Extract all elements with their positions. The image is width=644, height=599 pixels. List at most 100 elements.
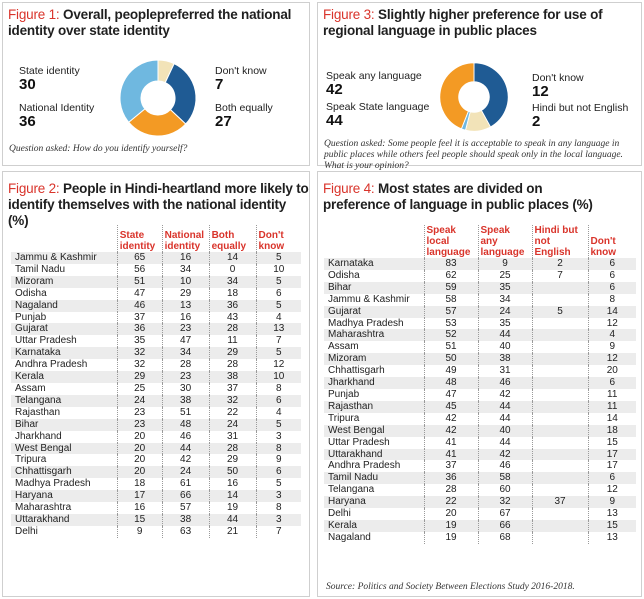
fig4-value-cell: 12 (587, 317, 636, 330)
fig4-state-cell: Chhattisgarh (328, 365, 385, 377)
fig2-state-cell: Uttarakhand (15, 513, 70, 525)
figure1-title: Figure 1: Overall, peoplepreferred the n… (8, 7, 291, 39)
fig4-value-cell: 32 (477, 496, 532, 509)
fig2-state-cell: Mizoram (15, 275, 54, 287)
fig2-value-cell: 3 (255, 490, 301, 503)
fig4-value-cell: 41 (423, 448, 478, 461)
figure4-header-col1: Speak local language (423, 225, 478, 258)
fig2-state-cell: Tamil Nadu (15, 263, 66, 275)
fig2-value-cell: 23 (116, 406, 163, 419)
fig4-state-cell: Telangana (328, 484, 375, 496)
fig2-table-row: West Bengal 20 44 28 8 (11, 442, 301, 455)
fig2-value-cell: 22 (208, 406, 257, 419)
fig4-value-cell (531, 519, 588, 532)
fig4-value-cell: 13 (587, 531, 636, 544)
fig2-state-cell: Odisha (15, 287, 47, 299)
fig2-table-row: Maharashtra 16 57 19 8 (11, 502, 301, 514)
fig4-value-cell (531, 353, 588, 366)
fig4-value-cell: 11 (587, 388, 636, 401)
fig3-value-dont-know: 12 (532, 83, 549, 100)
fig2-value-cell: 10 (161, 275, 210, 288)
fig2-value-cell: 23 (161, 371, 210, 383)
fig2-table-row: Chhattisgarh 20 24 50 6 (11, 466, 301, 479)
fig3-label-any: Speak any language (326, 70, 422, 82)
figure4-source: Source: Politics and Society Between Ele… (326, 582, 575, 592)
fig2-value-cell: 63 (161, 525, 210, 538)
fig2-value-cell: 51 (161, 406, 210, 419)
fig2-value-cell: 46 (116, 299, 163, 312)
fig2-value-cell: 18 (208, 287, 257, 300)
fig2-value-cell: 13 (161, 299, 210, 312)
fig4-value-cell: 41 (423, 436, 478, 449)
fig2-state-cell: Haryana (15, 490, 53, 502)
fig4-table-row: Uttar Pradesh 41 44 15 (324, 436, 636, 449)
fig2-value-cell: 5 (255, 478, 301, 491)
fig3-value-any: 42 (326, 81, 343, 98)
fig2-state-cell: Bihar (15, 418, 39, 430)
fig4-table-row: Delhi 20 67 13 (324, 508, 636, 520)
fig2-value-cell: 20 (116, 430, 163, 443)
fig4-state-cell: Punjab (328, 388, 360, 400)
figure2-header-state (11, 225, 117, 252)
fig4-value-cell (531, 448, 588, 461)
fig2-value-cell: 38 (161, 394, 210, 407)
fig4-value-cell: 40 (477, 424, 532, 437)
fig4-table-row: Karnataka 83 9 2 6 (324, 258, 636, 270)
fig4-table-row: Mizoram 50 38 12 (324, 353, 636, 366)
fig4-value-cell: 14 (587, 412, 636, 425)
fig4-value-cell (531, 377, 588, 389)
fig4-state-cell: Tripura (328, 412, 360, 424)
fig4-value-cell: 6 (587, 258, 636, 270)
figure4-title-line2: preference of language in public places … (323, 197, 593, 212)
fig4-table-row: Maharashtra 52 44 4 (324, 329, 636, 342)
fig2-value-cell: 5 (255, 418, 301, 431)
figure4-header-col4: Don't know (587, 225, 636, 258)
fig4-table-row: Uttarakhand 41 42 17 (324, 448, 636, 461)
fig4-value-cell: 58 (477, 472, 532, 485)
fig2-value-cell: 24 (208, 418, 257, 431)
fig2-value-cell: 61 (161, 478, 210, 491)
fig1-label-national: National Identity (19, 102, 95, 114)
fig4-value-cell: 40 (477, 341, 532, 354)
figure2-number: Figure 2: (8, 181, 60, 196)
fig2-value-cell: 19 (208, 502, 257, 514)
fig4-value-cell: 19 (423, 531, 478, 544)
fig4-value-cell: 52 (423, 329, 478, 342)
fig2-table-row: Assam 25 30 37 8 (11, 382, 301, 395)
figure3-number: Figure 3: (323, 7, 375, 22)
fig2-state-cell: Uttar Pradesh (15, 335, 77, 347)
fig2-value-cell: 36 (208, 299, 257, 312)
fig1-label-state: State identity (19, 65, 80, 77)
fig2-value-cell: 0 (208, 263, 257, 276)
fig2-value-cell: 50 (208, 466, 257, 479)
fig3-label-dont-know: Don't know (532, 72, 584, 84)
fig4-value-cell: 38 (477, 353, 532, 366)
fig4-value-cell (531, 365, 588, 378)
fig2-value-cell: 65 (116, 252, 163, 264)
fig4-value-cell: 44 (477, 400, 532, 413)
fig4-value-cell (531, 508, 588, 520)
fig2-value-cell: 34 (208, 275, 257, 288)
fig2-value-cell: 14 (208, 490, 257, 503)
fig2-value-cell: 8 (255, 382, 301, 395)
fig2-value-cell: 24 (116, 394, 163, 407)
fig2-value-cell: 28 (208, 323, 257, 336)
fig4-value-cell: 6 (587, 269, 636, 282)
fig2-value-cell: 44 (208, 513, 257, 526)
fig2-value-cell: 31 (208, 430, 257, 443)
figure4-header-col3: Hindi but not English (531, 225, 588, 258)
fig4-value-cell: 12 (587, 484, 636, 497)
figure4-number: Figure 4: (323, 181, 375, 196)
fig2-value-cell: 18 (116, 478, 163, 491)
fig4-value-cell: 37 (423, 460, 478, 473)
fig2-value-cell: 32 (116, 359, 163, 372)
fig4-value-cell: 34 (477, 293, 532, 306)
fig2-value-cell: 6 (255, 287, 301, 300)
figure4-panel: Figure 4: Most states are divided on pre… (317, 171, 642, 597)
fig4-value-cell (531, 472, 588, 485)
fig2-value-cell: 23 (161, 323, 210, 336)
figure2-panel: Figure 2: People in Hindi-heartland more… (2, 171, 310, 597)
figure4-title: Figure 4: Most states are divided on pre… (323, 181, 593, 213)
fig4-value-cell: 42 (477, 388, 532, 401)
figure1-number: Figure 1: (8, 7, 60, 22)
